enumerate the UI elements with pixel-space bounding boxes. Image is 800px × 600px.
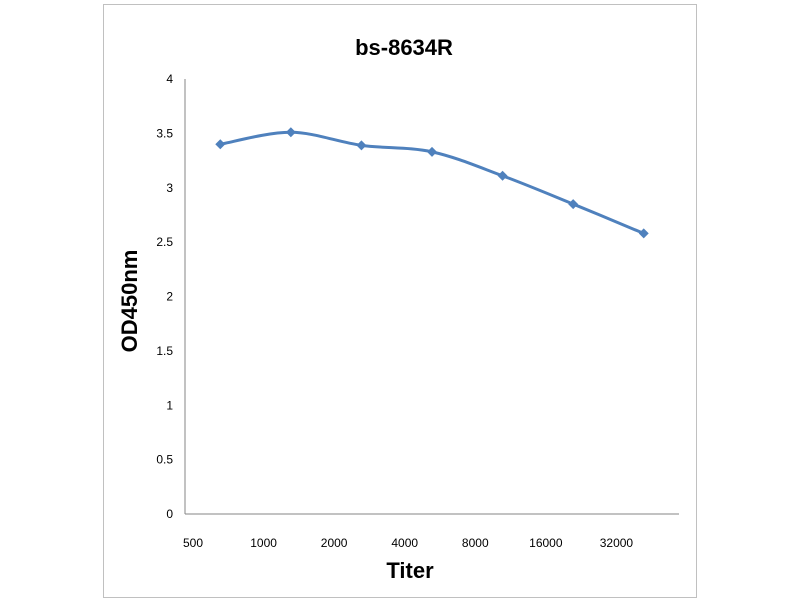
data-point	[638, 228, 649, 239]
x-tick-label: 8000	[462, 536, 489, 550]
x-tick-label: 16000	[529, 536, 563, 550]
data-point	[568, 199, 579, 210]
y-tick-label: 0.5	[156, 453, 173, 467]
data-point	[427, 146, 437, 157]
x-axis-title: Titer	[386, 558, 434, 583]
x-tick-labels: 500 1000 2000 4000 8000 16000 32000	[183, 536, 633, 550]
y-tick-label: 1	[166, 398, 173, 412]
data-point	[497, 170, 508, 181]
x-tick-label: 1000	[250, 536, 277, 550]
x-tick-label: 2000	[321, 536, 348, 550]
chart-frame: bs-8634R 0 0.5 1 1.5 2 2.5 3 3.5 4 500 1000 2000 40…	[103, 4, 697, 598]
y-tick-label: 0	[166, 507, 173, 521]
y-tick-label: 2.5	[156, 235, 173, 249]
data-point	[215, 139, 226, 150]
x-tick-label: 500	[183, 536, 203, 550]
data-point	[285, 127, 296, 138]
y-tick-label: 3	[166, 181, 173, 195]
x-tick-label: 32000	[600, 536, 634, 550]
y-axis-title: OD450nm	[117, 250, 142, 353]
chart-title: bs-8634R	[355, 35, 453, 60]
line-chart: bs-8634R 0 0.5 1 1.5 2 2.5 3 3.5 4 500 1000 2000 40…	[117, 35, 679, 583]
data-point	[356, 140, 367, 151]
y-tick-label: 1.5	[156, 344, 173, 358]
data-markers	[215, 127, 649, 239]
x-tick-label: 4000	[391, 536, 418, 550]
y-tick-label: 4	[166, 72, 173, 86]
y-tick-labels: 0 0.5 1 1.5 2 2.5 3 3.5 4	[156, 72, 173, 521]
y-tick-label: 3.5	[156, 126, 173, 140]
y-tick-label: 2	[166, 290, 173, 304]
